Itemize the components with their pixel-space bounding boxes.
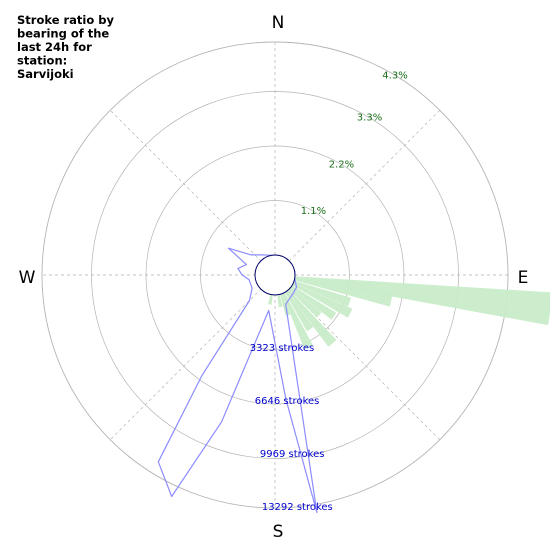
- ratio-bar: [286, 289, 337, 347]
- ratio-ring-label: 2.2%: [329, 159, 354, 170]
- stroke-ring-label: 9969 strokes: [260, 449, 325, 460]
- stroke-ring-label: 3323 strokes: [250, 343, 315, 354]
- polar-grid: [41, 41, 509, 509]
- ratio-ring-label: 4.3%: [382, 70, 407, 81]
- ratio-bar: [282, 292, 313, 349]
- title-line-4: station:: [17, 54, 67, 68]
- ratio-ring-label: 3.3%: [357, 113, 382, 124]
- compass-east: E: [518, 268, 529, 288]
- title-line-5: Sarvijoki: [17, 67, 74, 81]
- ratio-ring-label: 1.1%: [301, 206, 326, 217]
- title-line-2: bearing of the: [17, 27, 109, 41]
- compass-west: W: [19, 268, 36, 288]
- ratio-bar: [294, 278, 393, 307]
- ratio-bar: [290, 285, 337, 320]
- ratio-bar: [268, 294, 273, 305]
- stroke-ring-label: 6646 strokes: [255, 396, 320, 407]
- ratio-bar: [284, 291, 314, 332]
- ratio-bar: [292, 283, 353, 318]
- compass-south: S: [273, 522, 284, 542]
- center-circle: [254, 254, 296, 296]
- chart-title: Stroke ratio by bearing of the last 24h …: [17, 13, 115, 81]
- title-line-3: last 24h for: [17, 40, 92, 54]
- ratio-bars: [268, 276, 550, 349]
- title-line-1: Stroke ratio by: [17, 13, 115, 27]
- ratio-bar: [277, 294, 283, 308]
- ratio-bar: [289, 287, 322, 318]
- ratio-bar: [293, 280, 352, 307]
- ring-labels: 1.1% 2.2% 3.3% 4.3% 3323 strokes 6646 strokes…: [250, 70, 408, 513]
- compass-north: N: [272, 13, 285, 33]
- stroke-ring-label: 13292 strokes: [262, 502, 333, 513]
